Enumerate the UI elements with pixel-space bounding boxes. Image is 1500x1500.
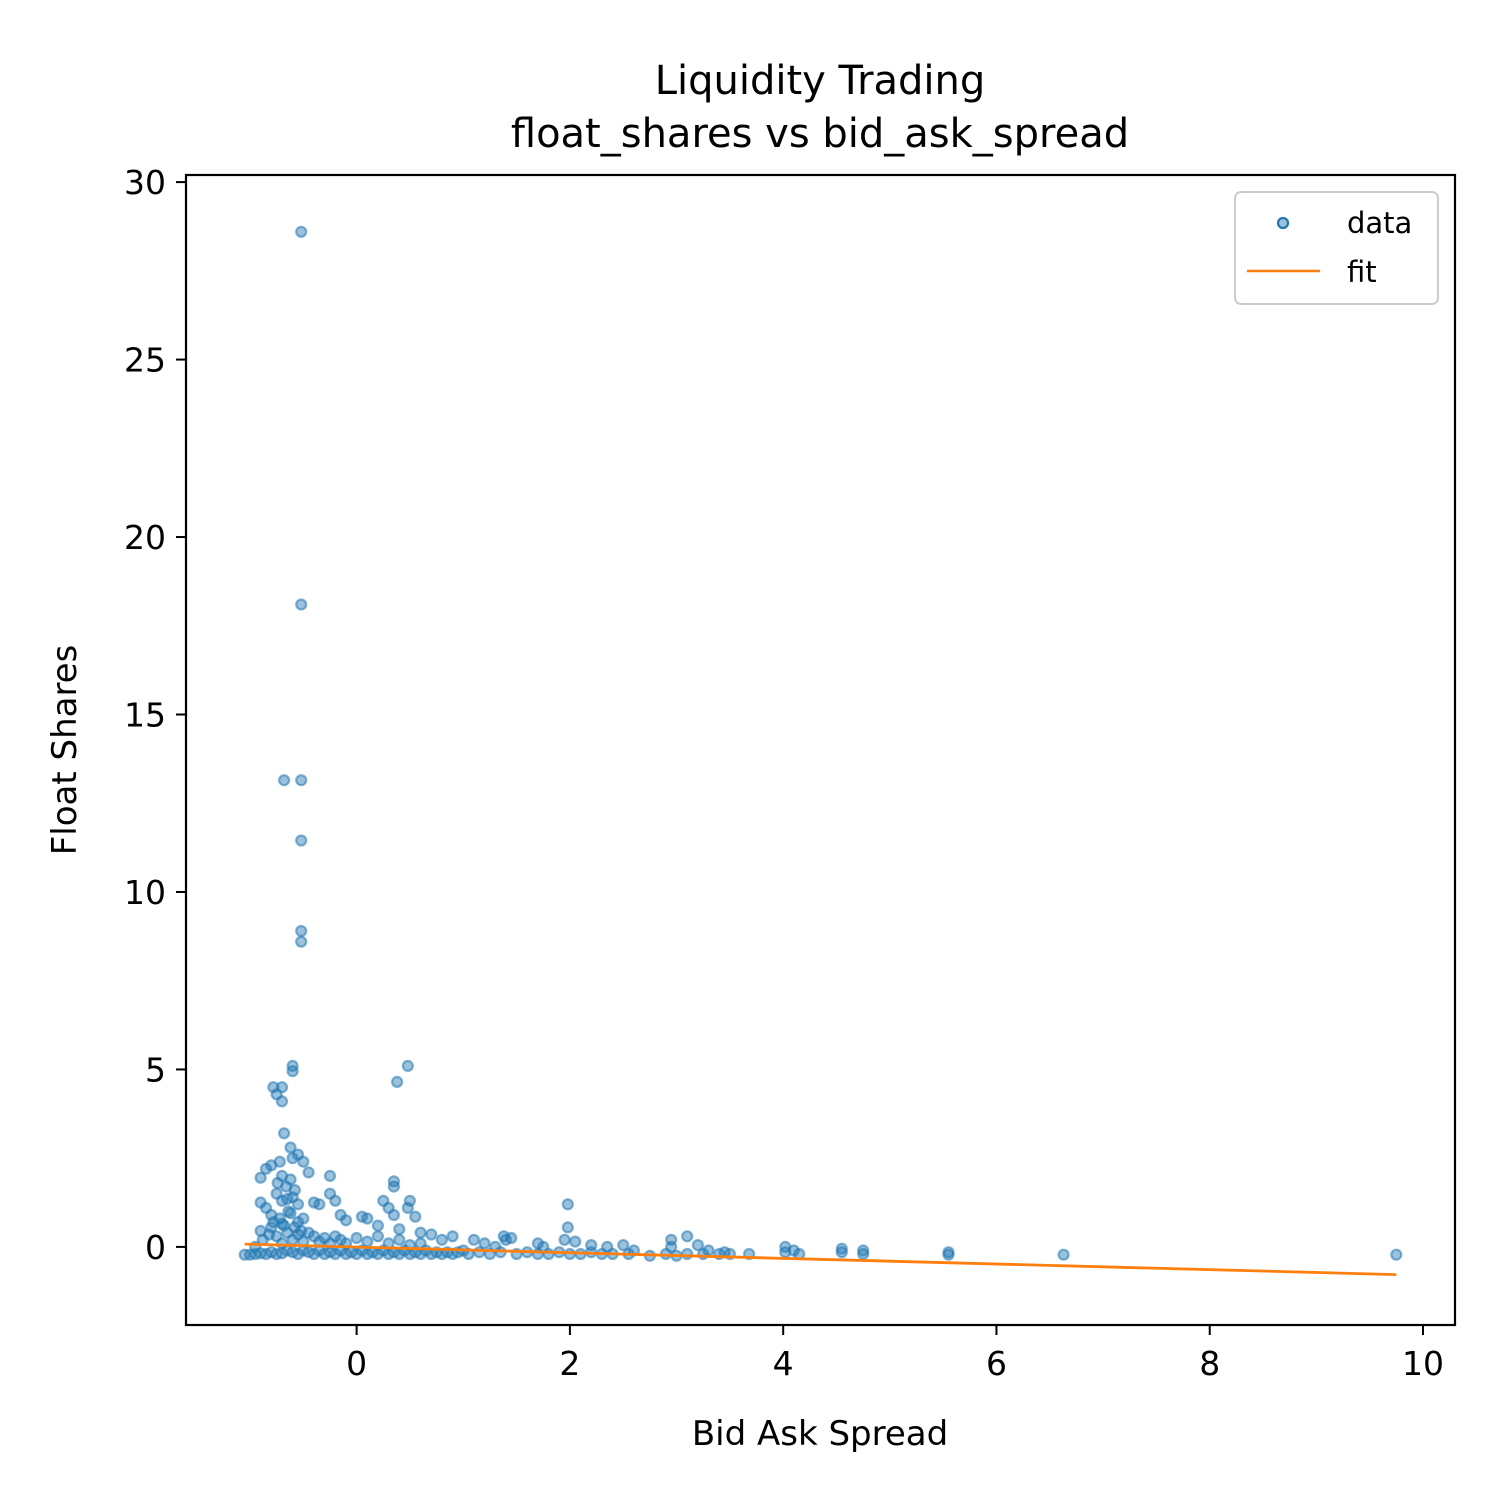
data-point-98 — [1390, 1248, 1403, 1261]
data-point-175 — [350, 1231, 363, 1245]
y-axis: 0 5 10 15 20 25 30 — [124, 163, 186, 1267]
data-point-56 — [371, 1219, 384, 1232]
data-point-23 — [259, 1162, 273, 1175]
y-tick-label-30: 30 — [124, 163, 166, 202]
legend-marker-data — [1276, 216, 1290, 230]
data-point-29 — [329, 1194, 342, 1207]
chart-title: Liquidity Trading — [655, 58, 986, 104]
data-point-55 — [409, 1210, 422, 1223]
data-point-80 — [681, 1230, 694, 1243]
fit-line — [244, 1242, 1397, 1276]
x-tick-label-6: 6 — [986, 1344, 1007, 1383]
data-point-141 — [473, 1246, 486, 1259]
data-point-47 — [339, 1214, 353, 1227]
data-point-25 — [323, 1169, 337, 1183]
data-point-8 — [286, 1065, 299, 1078]
plot-frame — [184, 173, 1457, 1327]
data-point-18 — [286, 1152, 299, 1165]
data-point-179 — [393, 1233, 406, 1246]
legend: data fit — [1234, 191, 1439, 305]
data-point-24 — [254, 1171, 267, 1184]
data-point-31 — [307, 1196, 321, 1209]
data-point-73 — [558, 1233, 571, 1246]
data-point-71 — [561, 1198, 574, 1211]
x-tick-label-0: 0 — [346, 1344, 367, 1383]
data-point-89 — [779, 1246, 792, 1259]
data-point-181 — [414, 1237, 427, 1250]
data-point-22 — [302, 1166, 315, 1179]
data-point-74 — [569, 1235, 582, 1248]
data-point-177 — [371, 1230, 384, 1243]
data-point-15 — [278, 1127, 291, 1140]
data-point-72 — [561, 1221, 574, 1234]
data-point-63 — [478, 1237, 491, 1250]
data-point-162 — [275, 1237, 289, 1250]
data-point-186 — [295, 1224, 308, 1238]
data-point-60 — [446, 1230, 459, 1243]
x-tick-label-8: 8 — [1199, 1344, 1220, 1383]
x-tick-label-10: 10 — [1402, 1344, 1444, 1383]
data-point-14 — [275, 1095, 289, 1108]
data-point-5 — [295, 924, 308, 938]
data-point-187 — [267, 1215, 280, 1229]
x-axis: 0 2 4 6 8 10 — [346, 1325, 1444, 1383]
data-point-94 — [857, 1247, 870, 1261]
data-point-6 — [295, 935, 308, 948]
data-point-158 — [681, 1247, 694, 1261]
legend-label-data: data — [1347, 206, 1412, 240]
data-point-42 — [297, 1212, 310, 1225]
data-point-58 — [414, 1226, 427, 1239]
data-point-195 — [271, 1176, 284, 1190]
data-point-93 — [857, 1244, 870, 1257]
legend-label-fit: fit — [1347, 255, 1377, 289]
data-point-21 — [297, 1155, 310, 1168]
data-point-184 — [282, 1205, 295, 1218]
data-point-176 — [361, 1235, 374, 1248]
y-tick-label-10: 10 — [124, 873, 166, 912]
x-tick-label-4: 4 — [773, 1344, 794, 1383]
data-point-183 — [278, 1219, 291, 1232]
data-point-77 — [617, 1238, 630, 1252]
data-point-91 — [835, 1242, 848, 1255]
data-point-9 — [401, 1059, 414, 1073]
y-tick-label-20: 20 — [124, 518, 166, 557]
data-point-10 — [391, 1075, 404, 1089]
legend-box — [1234, 191, 1439, 305]
data-point-27 — [387, 1180, 400, 1193]
data-point-61 — [435, 1233, 448, 1246]
data-point-59 — [425, 1228, 438, 1241]
data-point-57 — [393, 1223, 406, 1236]
data-point-53 — [401, 1201, 414, 1215]
data-point-97 — [1057, 1248, 1070, 1261]
y-tick-label-25: 25 — [124, 341, 166, 380]
data-point-3 — [295, 774, 308, 787]
data-point-96 — [942, 1248, 955, 1261]
y-axis-label: Float Shares — [45, 645, 85, 856]
data-point-39 — [291, 1198, 305, 1211]
x-tick-label-2: 2 — [559, 1344, 580, 1383]
data-point-82 — [691, 1238, 705, 1252]
y-tick-label-15: 15 — [124, 696, 166, 735]
fit-line-layer — [244, 1242, 1397, 1276]
data-point-49 — [361, 1212, 374, 1225]
y-tick-label-0: 0 — [145, 1228, 166, 1267]
data-point-193 — [288, 1183, 301, 1197]
data-point-0 — [295, 225, 308, 238]
data-point-1 — [295, 598, 308, 611]
x-axis-label: Bid Ask Spread — [692, 1414, 948, 1454]
data-point-62 — [467, 1233, 480, 1246]
y-tick-label-5: 5 — [145, 1050, 166, 1089]
data-point-66 — [505, 1231, 518, 1245]
data-point-92 — [835, 1246, 848, 1259]
data-point-2 — [278, 774, 291, 787]
data-point-4 — [295, 834, 308, 847]
chart-subtitle: float_shares vs bid_ask_spread — [511, 111, 1129, 157]
data-point-147 — [542, 1247, 555, 1261]
data-point-54 — [387, 1208, 400, 1222]
